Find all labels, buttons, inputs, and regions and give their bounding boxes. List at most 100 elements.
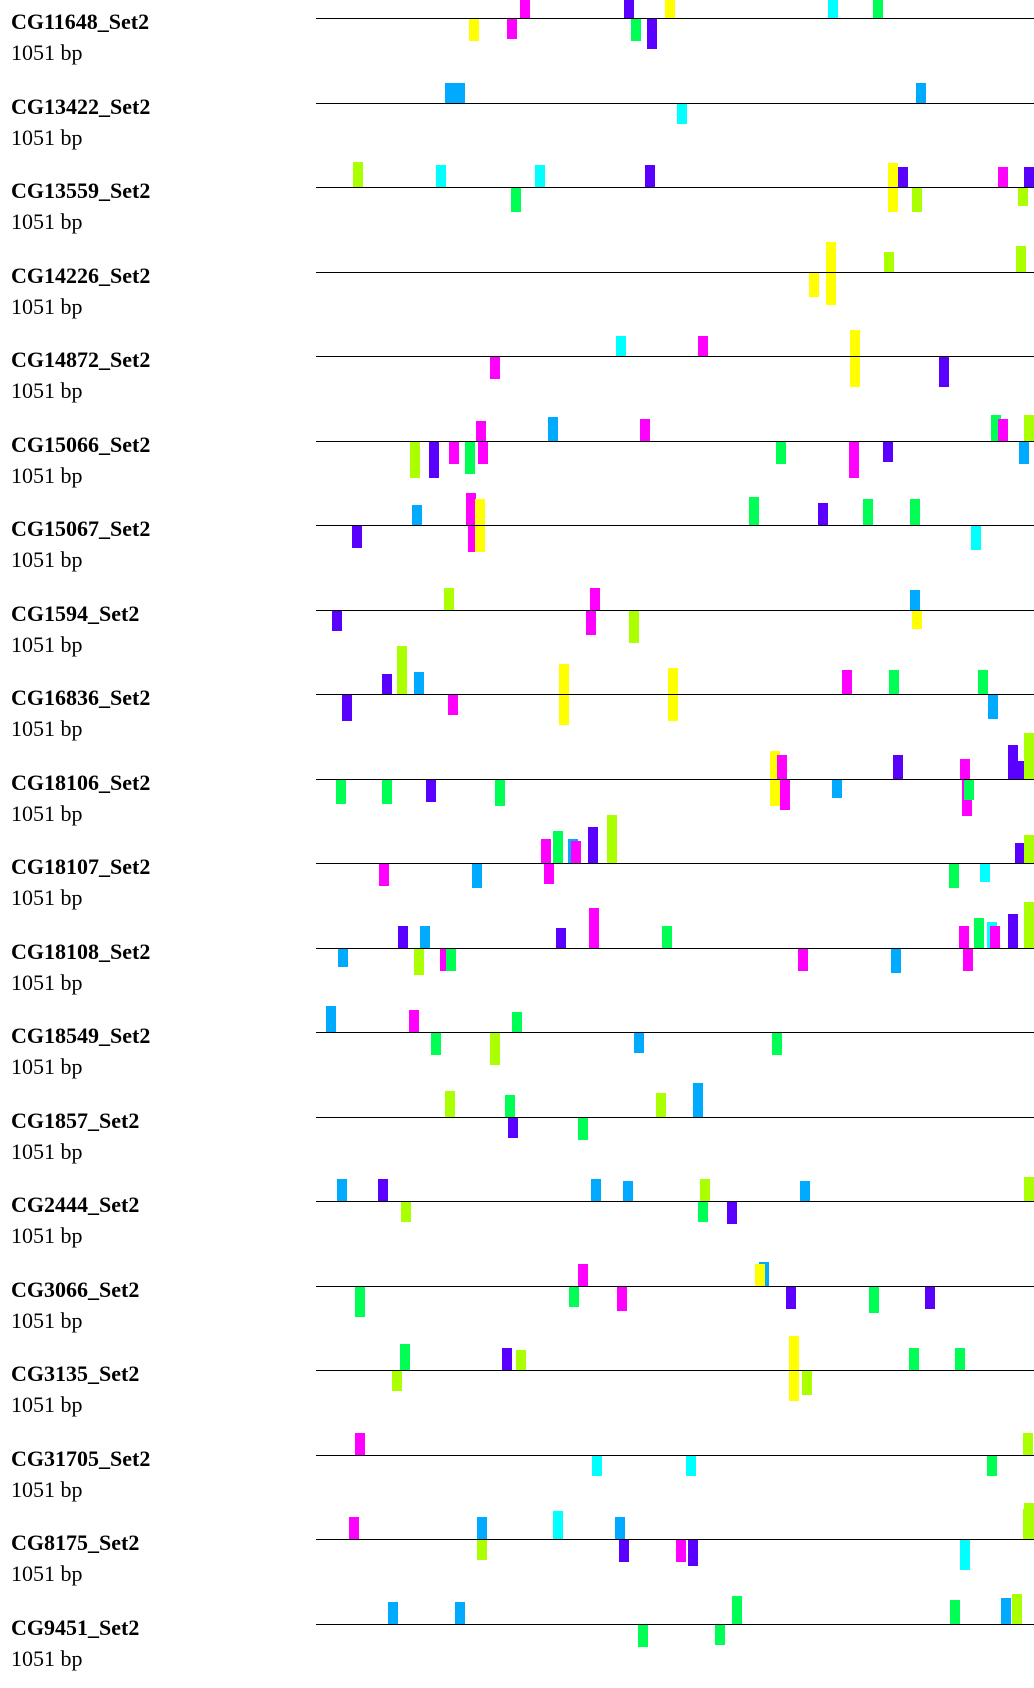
motif-mark-forward — [548, 417, 558, 441]
motif-mark-reverse — [912, 611, 922, 629]
motif-mark-reverse — [634, 1033, 644, 1053]
motif-mark-forward — [398, 926, 408, 948]
motif-mark-forward — [916, 83, 926, 103]
motif-mark-forward — [349, 1517, 359, 1539]
motif-mark-forward — [863, 499, 873, 525]
gene-name: CG15067_Set2 — [11, 516, 151, 541]
motif-mark-reverse — [809, 273, 819, 297]
motif-mark-reverse — [468, 526, 478, 552]
motif-mark-forward — [1024, 733, 1034, 779]
motif-mark-reverse — [338, 949, 348, 967]
gene-length: 1051 bp — [11, 463, 83, 488]
motif-mark-reverse — [382, 780, 392, 804]
motif-mark-forward — [623, 1181, 633, 1201]
motif-mark-forward — [445, 1091, 455, 1117]
motif-mark-reverse — [891, 949, 901, 973]
motif-mark-forward — [516, 1350, 526, 1370]
gene-name: CG18106_Set2 — [11, 770, 151, 795]
motif-mark-forward — [1008, 914, 1018, 948]
motif-mark-forward — [455, 83, 465, 103]
motif-mark-reverse — [449, 442, 459, 464]
motif-mark-reverse — [392, 1371, 402, 1391]
gene-length: 1051 bp — [11, 1139, 83, 1164]
motif-mark-forward — [749, 497, 759, 525]
motif-mark-forward — [698, 336, 708, 356]
gene-name: CG14872_Set2 — [11, 347, 151, 372]
motif-mark-forward — [400, 1344, 410, 1370]
gene-name: CG1594_Set2 — [11, 601, 140, 626]
gene-name: CG18549_Set2 — [11, 1023, 151, 1048]
motif-mark-forward — [553, 1511, 563, 1539]
motif-mark-forward — [326, 1006, 336, 1032]
motif-mark-reverse — [477, 1540, 487, 1560]
motif-mark-forward — [991, 415, 1001, 441]
motif-mark-reverse — [490, 357, 500, 379]
motif-mark-forward — [998, 419, 1008, 441]
motif-mark-forward — [656, 1093, 666, 1117]
motif-mark-forward — [960, 759, 970, 779]
gene-row: CG31705_Set2 1051 bp — [0, 0, 1034, 1502]
motif-mark-reverse — [629, 611, 639, 643]
motif-mark-forward — [571, 841, 581, 863]
motif-mark-reverse — [592, 1456, 602, 1476]
motif-mark-forward — [700, 1179, 710, 1201]
motif-mark-reverse — [559, 695, 569, 725]
gene-name: CG11648_Set2 — [11, 9, 150, 34]
motif-mark-reverse — [971, 526, 981, 550]
motif-mark-forward — [893, 755, 903, 779]
motif-mark-reverse — [677, 104, 687, 124]
gene-name: CG16836_Set2 — [11, 685, 151, 710]
motif-mark-forward — [382, 674, 392, 694]
gene-row: CG15067_Set2 1051 bp — [0, 0, 1034, 572]
motif-mark-forward — [556, 928, 566, 948]
gene-length: 1051 bp — [11, 801, 83, 826]
gene-length: 1051 bp — [11, 970, 83, 995]
motif-mark-forward — [1016, 246, 1026, 272]
gene-row: CG1857_Set2 1051 bp — [0, 0, 1034, 1164]
motif-mark-forward — [1024, 167, 1034, 187]
gene-row: CG15066_Set2 1051 bp — [0, 0, 1034, 488]
motif-mark-reverse — [490, 1033, 500, 1065]
motif-mark-forward — [535, 165, 545, 187]
motif-mark-reverse — [802, 1371, 812, 1395]
gene-row: CG11648_Set2 1051 bp — [0, 0, 1034, 65]
motif-mark-forward — [397, 646, 407, 694]
motif-mark-reverse — [342, 695, 352, 721]
motif-mark-reverse — [772, 1033, 782, 1055]
gene-row: CG1594_Set2 1051 bp — [0, 0, 1034, 657]
motif-mark-forward — [616, 336, 626, 356]
motif-mark-forward — [436, 165, 446, 187]
motif-mark-forward — [409, 1010, 419, 1032]
gene-length: 1051 bp — [11, 294, 83, 319]
gene-length: 1051 bp — [11, 1561, 83, 1586]
motif-mark-forward — [1024, 902, 1034, 948]
motif-mark-reverse — [410, 442, 420, 478]
motif-mark-reverse — [431, 1033, 441, 1055]
motif-mark-forward — [850, 330, 860, 356]
motif-mark-reverse — [888, 188, 898, 212]
gene-row: CG18549_Set2 1051 bp — [0, 0, 1034, 1079]
gene-row: CG13422_Set2 1051 bp — [0, 0, 1034, 150]
motif-mark-forward — [732, 1596, 742, 1624]
motif-mark-reverse — [698, 1202, 708, 1222]
motif-mark-forward — [828, 0, 838, 18]
motif-mark-forward — [588, 827, 598, 863]
motif-mark-forward — [353, 162, 363, 187]
motif-mark-reverse — [789, 1371, 799, 1401]
gene-name: CG18107_Set2 — [11, 854, 151, 879]
gene-length: 1051 bp — [11, 125, 83, 150]
motif-mark-forward — [755, 1264, 765, 1286]
motif-mark-forward — [909, 1348, 919, 1370]
motif-mark-forward — [615, 1517, 625, 1539]
motif-mark-forward — [910, 499, 920, 525]
motif-mark-reverse — [798, 949, 808, 971]
motif-mark-reverse — [939, 357, 949, 387]
motif-mark-forward — [1023, 1433, 1033, 1455]
